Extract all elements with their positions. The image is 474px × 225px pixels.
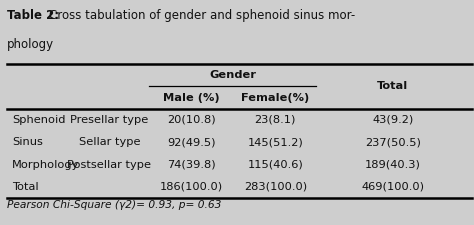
Text: 43(9.2): 43(9.2) [372,115,413,125]
Text: 115(40.6): 115(40.6) [247,160,303,169]
Text: phology: phology [7,38,54,51]
Text: Cross tabulation of gender and sphenoid sinus mor-: Cross tabulation of gender and sphenoid … [49,9,355,22]
Text: Sphenoid: Sphenoid [12,115,65,125]
Text: 20(10.8): 20(10.8) [167,115,216,125]
Text: Postsellar type: Postsellar type [67,160,151,169]
Text: Total: Total [377,81,408,91]
Text: 189(40.3): 189(40.3) [365,160,420,169]
Text: Morphology: Morphology [12,160,79,169]
Text: Sinus: Sinus [12,137,43,147]
Text: Presellar type: Presellar type [70,115,148,125]
Text: Pearson Chi-Square (γ2)= 0.93, p= 0.63: Pearson Chi-Square (γ2)= 0.93, p= 0.63 [7,200,221,210]
Text: 469(100.0): 469(100.0) [361,182,424,192]
Text: Male (%): Male (%) [164,93,220,103]
Text: 237(50.5): 237(50.5) [365,137,420,147]
Text: Female(%): Female(%) [241,93,310,103]
Text: Gender: Gender [209,70,256,80]
Text: Table 2:: Table 2: [7,9,59,22]
Text: Sellar type: Sellar type [79,137,140,147]
Text: 23(8.1): 23(8.1) [255,115,296,125]
Text: 186(100.0): 186(100.0) [160,182,223,192]
Text: 74(39.8): 74(39.8) [167,160,216,169]
Text: 145(51.2): 145(51.2) [247,137,303,147]
Text: 283(100.0): 283(100.0) [244,182,307,192]
Text: 92(49.5): 92(49.5) [167,137,216,147]
Text: Total: Total [12,182,38,192]
